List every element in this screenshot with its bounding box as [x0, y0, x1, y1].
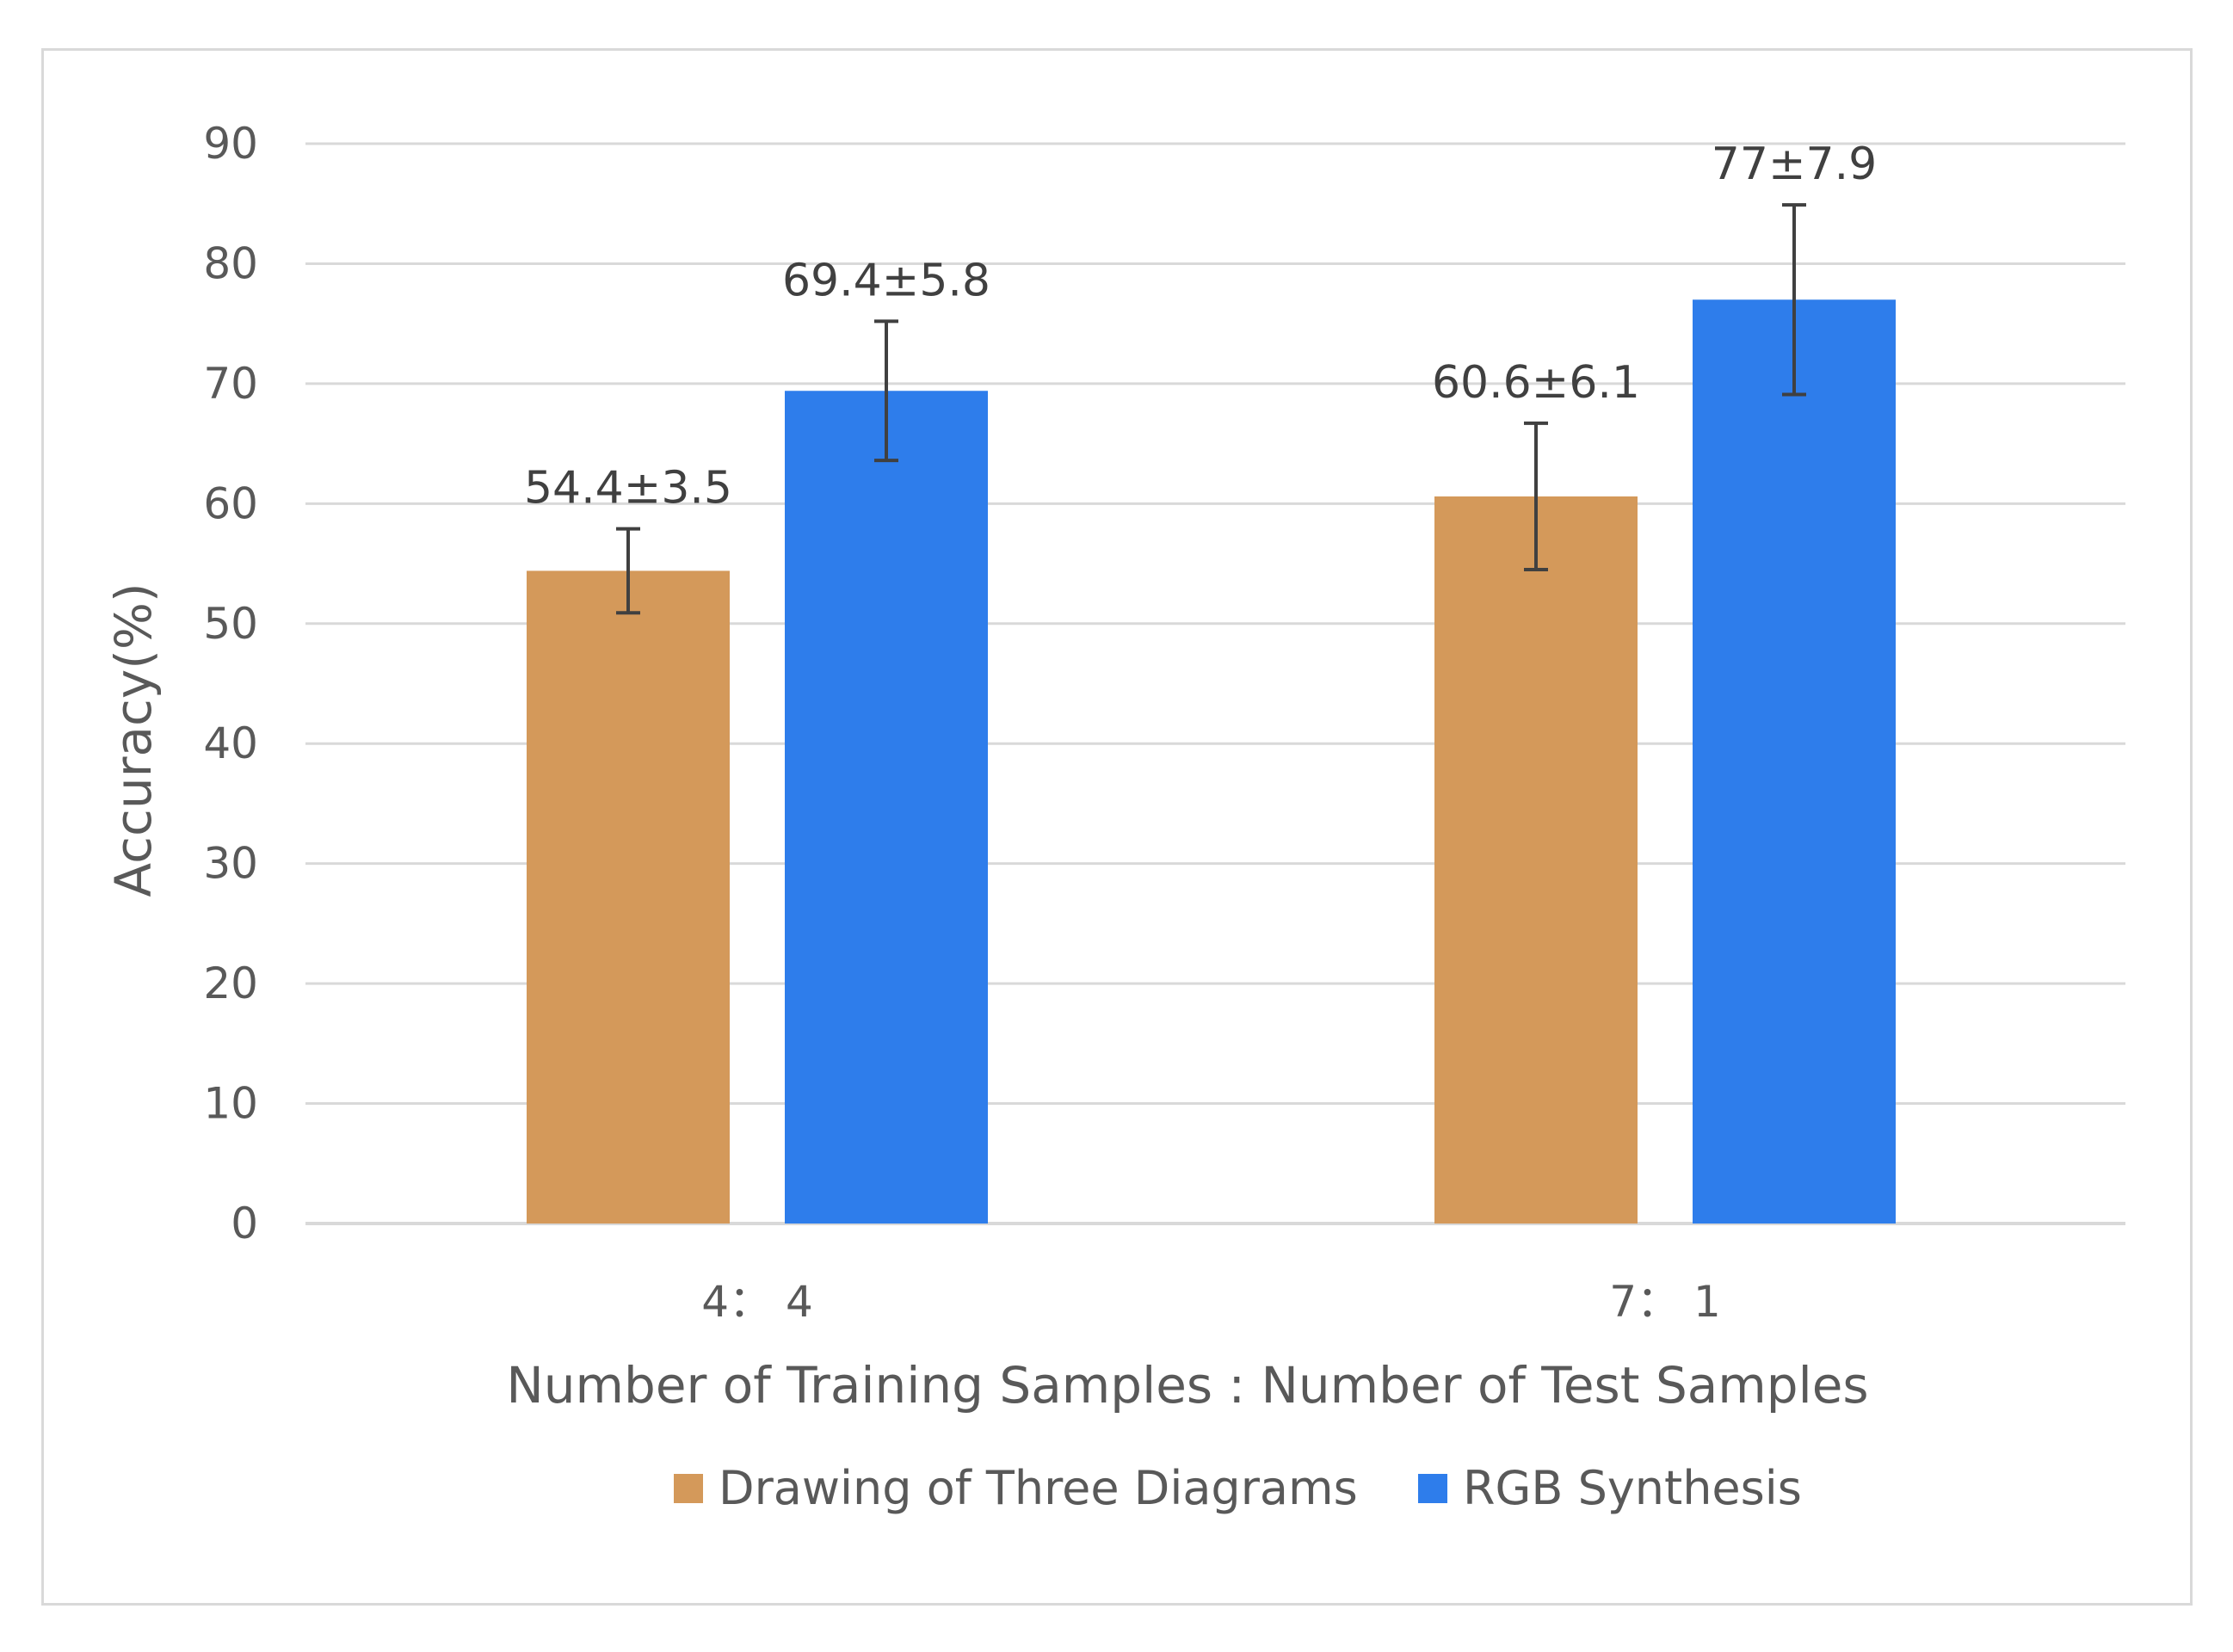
- error-bar-drawing-2: [1524, 421, 1548, 572]
- y-tick-label: 60: [203, 478, 258, 528]
- y-tick-label: 50: [203, 599, 258, 649]
- legend-label: Drawing of Three Diagrams: [719, 1461, 1358, 1515]
- legend-label: RGB Synthesis: [1463, 1461, 1802, 1515]
- error-bars: [616, 203, 1806, 615]
- data-label: 69.4±5.8: [782, 255, 990, 306]
- bar-rgb-2: [1693, 299, 1896, 1224]
- y-tick-label: 80: [203, 238, 258, 288]
- y-axis-ticks: 0 10 20 30 40 50 60 70 80 90: [203, 119, 258, 1248]
- error-bar-rgb-2: [1782, 203, 1806, 397]
- legend: Drawing of Three Diagrams RGB Synthesis: [674, 1461, 1802, 1515]
- y-tick-label: 20: [203, 959, 258, 1008]
- y-tick-label: 10: [203, 1079, 258, 1129]
- data-label: 60.6±6.1: [1432, 357, 1640, 409]
- legend-swatch: [1418, 1474, 1447, 1503]
- data-label: 77±7.9: [1712, 139, 1877, 190]
- error-bar-rgb-1: [874, 319, 898, 463]
- x-axis-ticks: 4： 4 7： 1: [701, 1277, 1721, 1327]
- y-tick-label: 0: [231, 1199, 258, 1248]
- data-label: 54.4±3.5: [524, 463, 732, 515]
- bar-drawing-2: [1434, 496, 1638, 1224]
- x-tick-label: 7： 1: [1609, 1277, 1721, 1327]
- y-axis-title: Accuracy(%): [104, 583, 163, 897]
- x-tick-label: 4： 4: [701, 1277, 813, 1327]
- legend-swatch: [674, 1474, 703, 1503]
- x-axis-title: Number of Training Samples : Number of T…: [506, 1356, 1868, 1415]
- y-tick-label: 70: [203, 359, 258, 409]
- y-tick-label: 30: [203, 839, 258, 889]
- error-bar-drawing-1: [616, 527, 640, 615]
- y-tick-label: 90: [203, 119, 258, 169]
- bars: [527, 299, 1896, 1224]
- bar-drawing-1: [527, 570, 730, 1224]
- y-tick-label: 40: [203, 718, 258, 768]
- legend-item-rgb: RGB Synthesis: [1418, 1461, 1802, 1515]
- data-labels: 54.4±3.5 69.4±5.8 60.6±6.1 77±7.9: [524, 139, 1877, 514]
- legend-item-drawing: Drawing of Three Diagrams: [674, 1461, 1358, 1515]
- bar-rgb-1: [785, 391, 988, 1224]
